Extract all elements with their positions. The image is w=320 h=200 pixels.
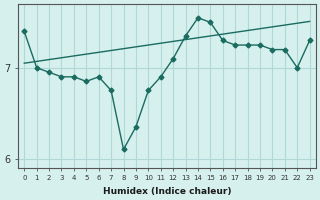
X-axis label: Humidex (Indice chaleur): Humidex (Indice chaleur) [103, 187, 231, 196]
